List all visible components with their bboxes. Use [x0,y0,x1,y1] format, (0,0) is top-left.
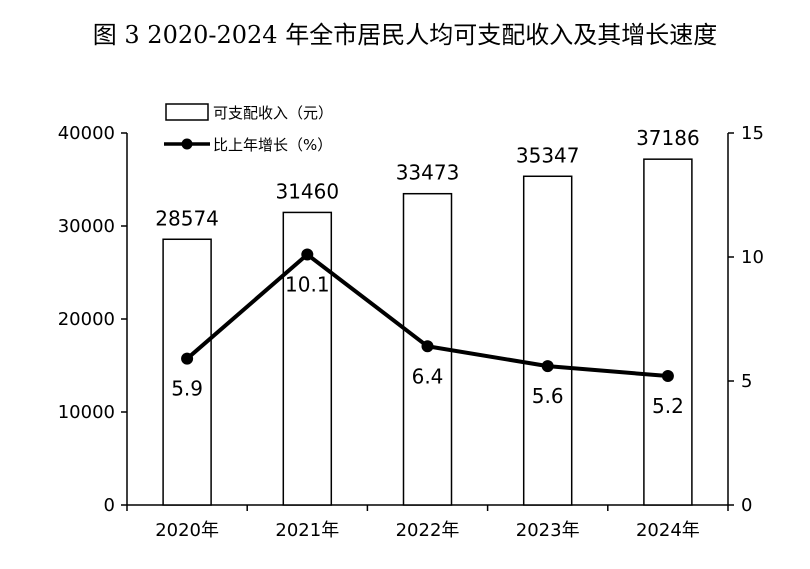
income-bar [162,238,212,506]
growth-point-label: 5.2 [652,394,684,418]
y-left-tick-label: 40000 [58,123,115,144]
growth-point [181,352,194,365]
growth-point [661,370,674,383]
legend-line-label: 比上年增长（%） [213,136,332,154]
x-tick-label: 2020年 [155,520,219,541]
legend: 可支配收入（元） 比上年增长（%） [164,103,333,154]
growth-point-label: 5.9 [171,377,203,401]
y-right-tick-label: 10 [741,247,764,268]
income-bar [643,158,693,506]
x-tick-label: 2023年 [516,520,580,541]
y-left-tick-label: 30000 [58,216,115,237]
y-right-tick-label: 0 [741,495,752,516]
growth-point-label: 5.6 [532,384,564,408]
legend-line-marker [181,138,193,150]
y-left-tick-label: 10000 [58,402,115,423]
growth-line-layer: 5.9 10.1 6.4 5.6 5.2 [171,248,684,418]
axes: 0 10000 20000 30000 40000 0 5 10 15 2020年 2021年 202… [58,123,764,541]
x-tick-label: 2022年 [396,520,460,541]
y-right-tick-label: 15 [741,123,764,144]
x-tick-label: 2021年 [275,520,339,541]
growth-point-label: 10.1 [285,273,330,297]
y-left-tick-label: 0 [104,495,115,516]
x-tick-label: 2024年 [636,520,700,541]
income-bar-label: 35347 [516,143,580,167]
chart-title: 图 3 2020-2024 年全市居民人均可支配收入及其增长速度 [93,21,717,49]
y-left-tick-label: 20000 [58,309,115,330]
income-bar-label: 31460 [275,179,339,203]
growth-point [541,360,554,373]
income-bar-label: 28574 [155,206,219,230]
bars: 28574 31460 33473 35347 37186 [155,126,700,506]
legend-bar-swatch [165,103,209,121]
y-right-tick-label: 5 [741,371,752,392]
income-bar [522,175,573,506]
legend-bar-label: 可支配收入（元） [213,104,333,122]
growth-point [301,248,314,261]
income-bar [282,211,333,506]
growth-point-label: 6.4 [412,364,444,388]
income-bar-label: 33473 [396,161,460,185]
growth-point [421,340,434,353]
income-bar-label: 37186 [636,126,700,150]
